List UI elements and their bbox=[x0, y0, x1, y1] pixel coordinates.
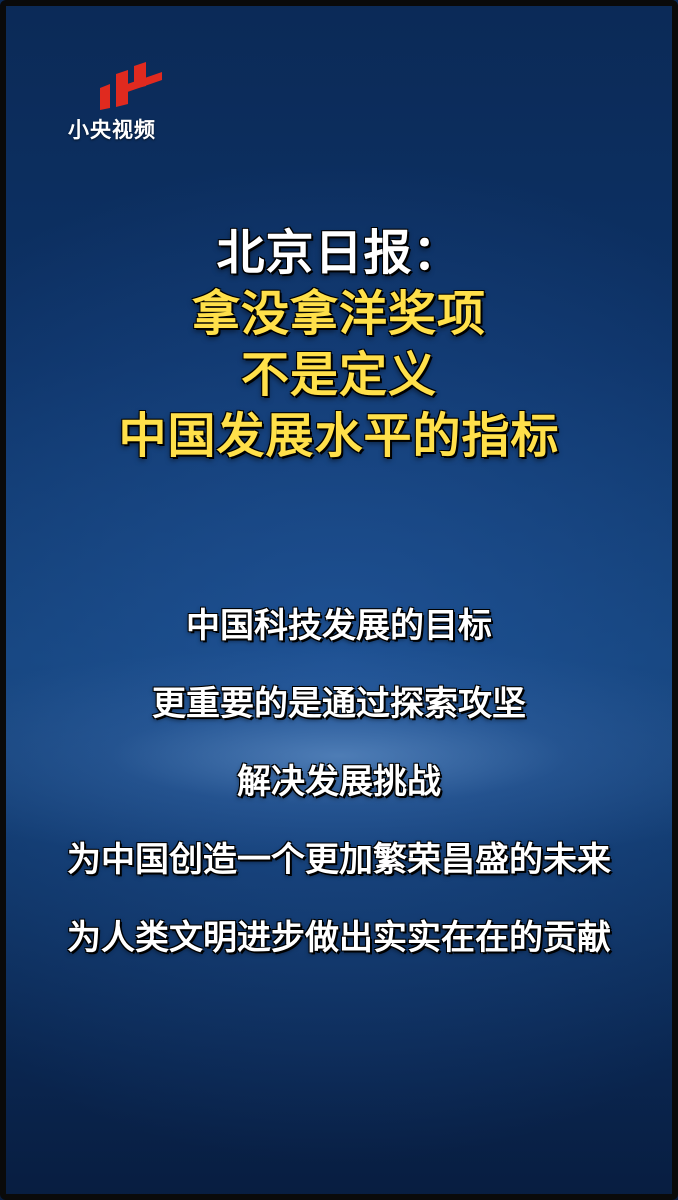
headline-line-1: 拿没拿洋奖项 bbox=[191, 286, 486, 342]
channel-logo: 小央视频 bbox=[68, 58, 198, 144]
body-line-3: 解决发展挑战 bbox=[237, 762, 441, 802]
body-line-2: 更重要的是通过探索攻坚 bbox=[152, 684, 526, 724]
body-line-4: 为中国创造一个更加繁荣昌盛的未来 bbox=[67, 840, 611, 880]
xiaoyang-video-logo-icon bbox=[100, 62, 162, 110]
headline: 北京日报： 拿没拿洋奖项 不是定义 中国发展水平的指标 bbox=[0, 224, 678, 468]
logo-text: 小央视频 bbox=[68, 118, 156, 142]
headline-line-3: 中国发展水平的指标 bbox=[118, 408, 560, 464]
body-line-5: 为人类文明进步做出实实在在的贡献 bbox=[67, 918, 611, 958]
headline-source: 北京日报： bbox=[216, 225, 462, 281]
headline-line-2: 不是定义 bbox=[240, 347, 437, 403]
body-line-1: 中国科技发展的目标 bbox=[186, 606, 492, 646]
body-text: 中国科技发展的目标 更重要的是通过探索攻坚 解决发展挑战 为中国创造一个更加繁荣… bbox=[0, 606, 678, 996]
